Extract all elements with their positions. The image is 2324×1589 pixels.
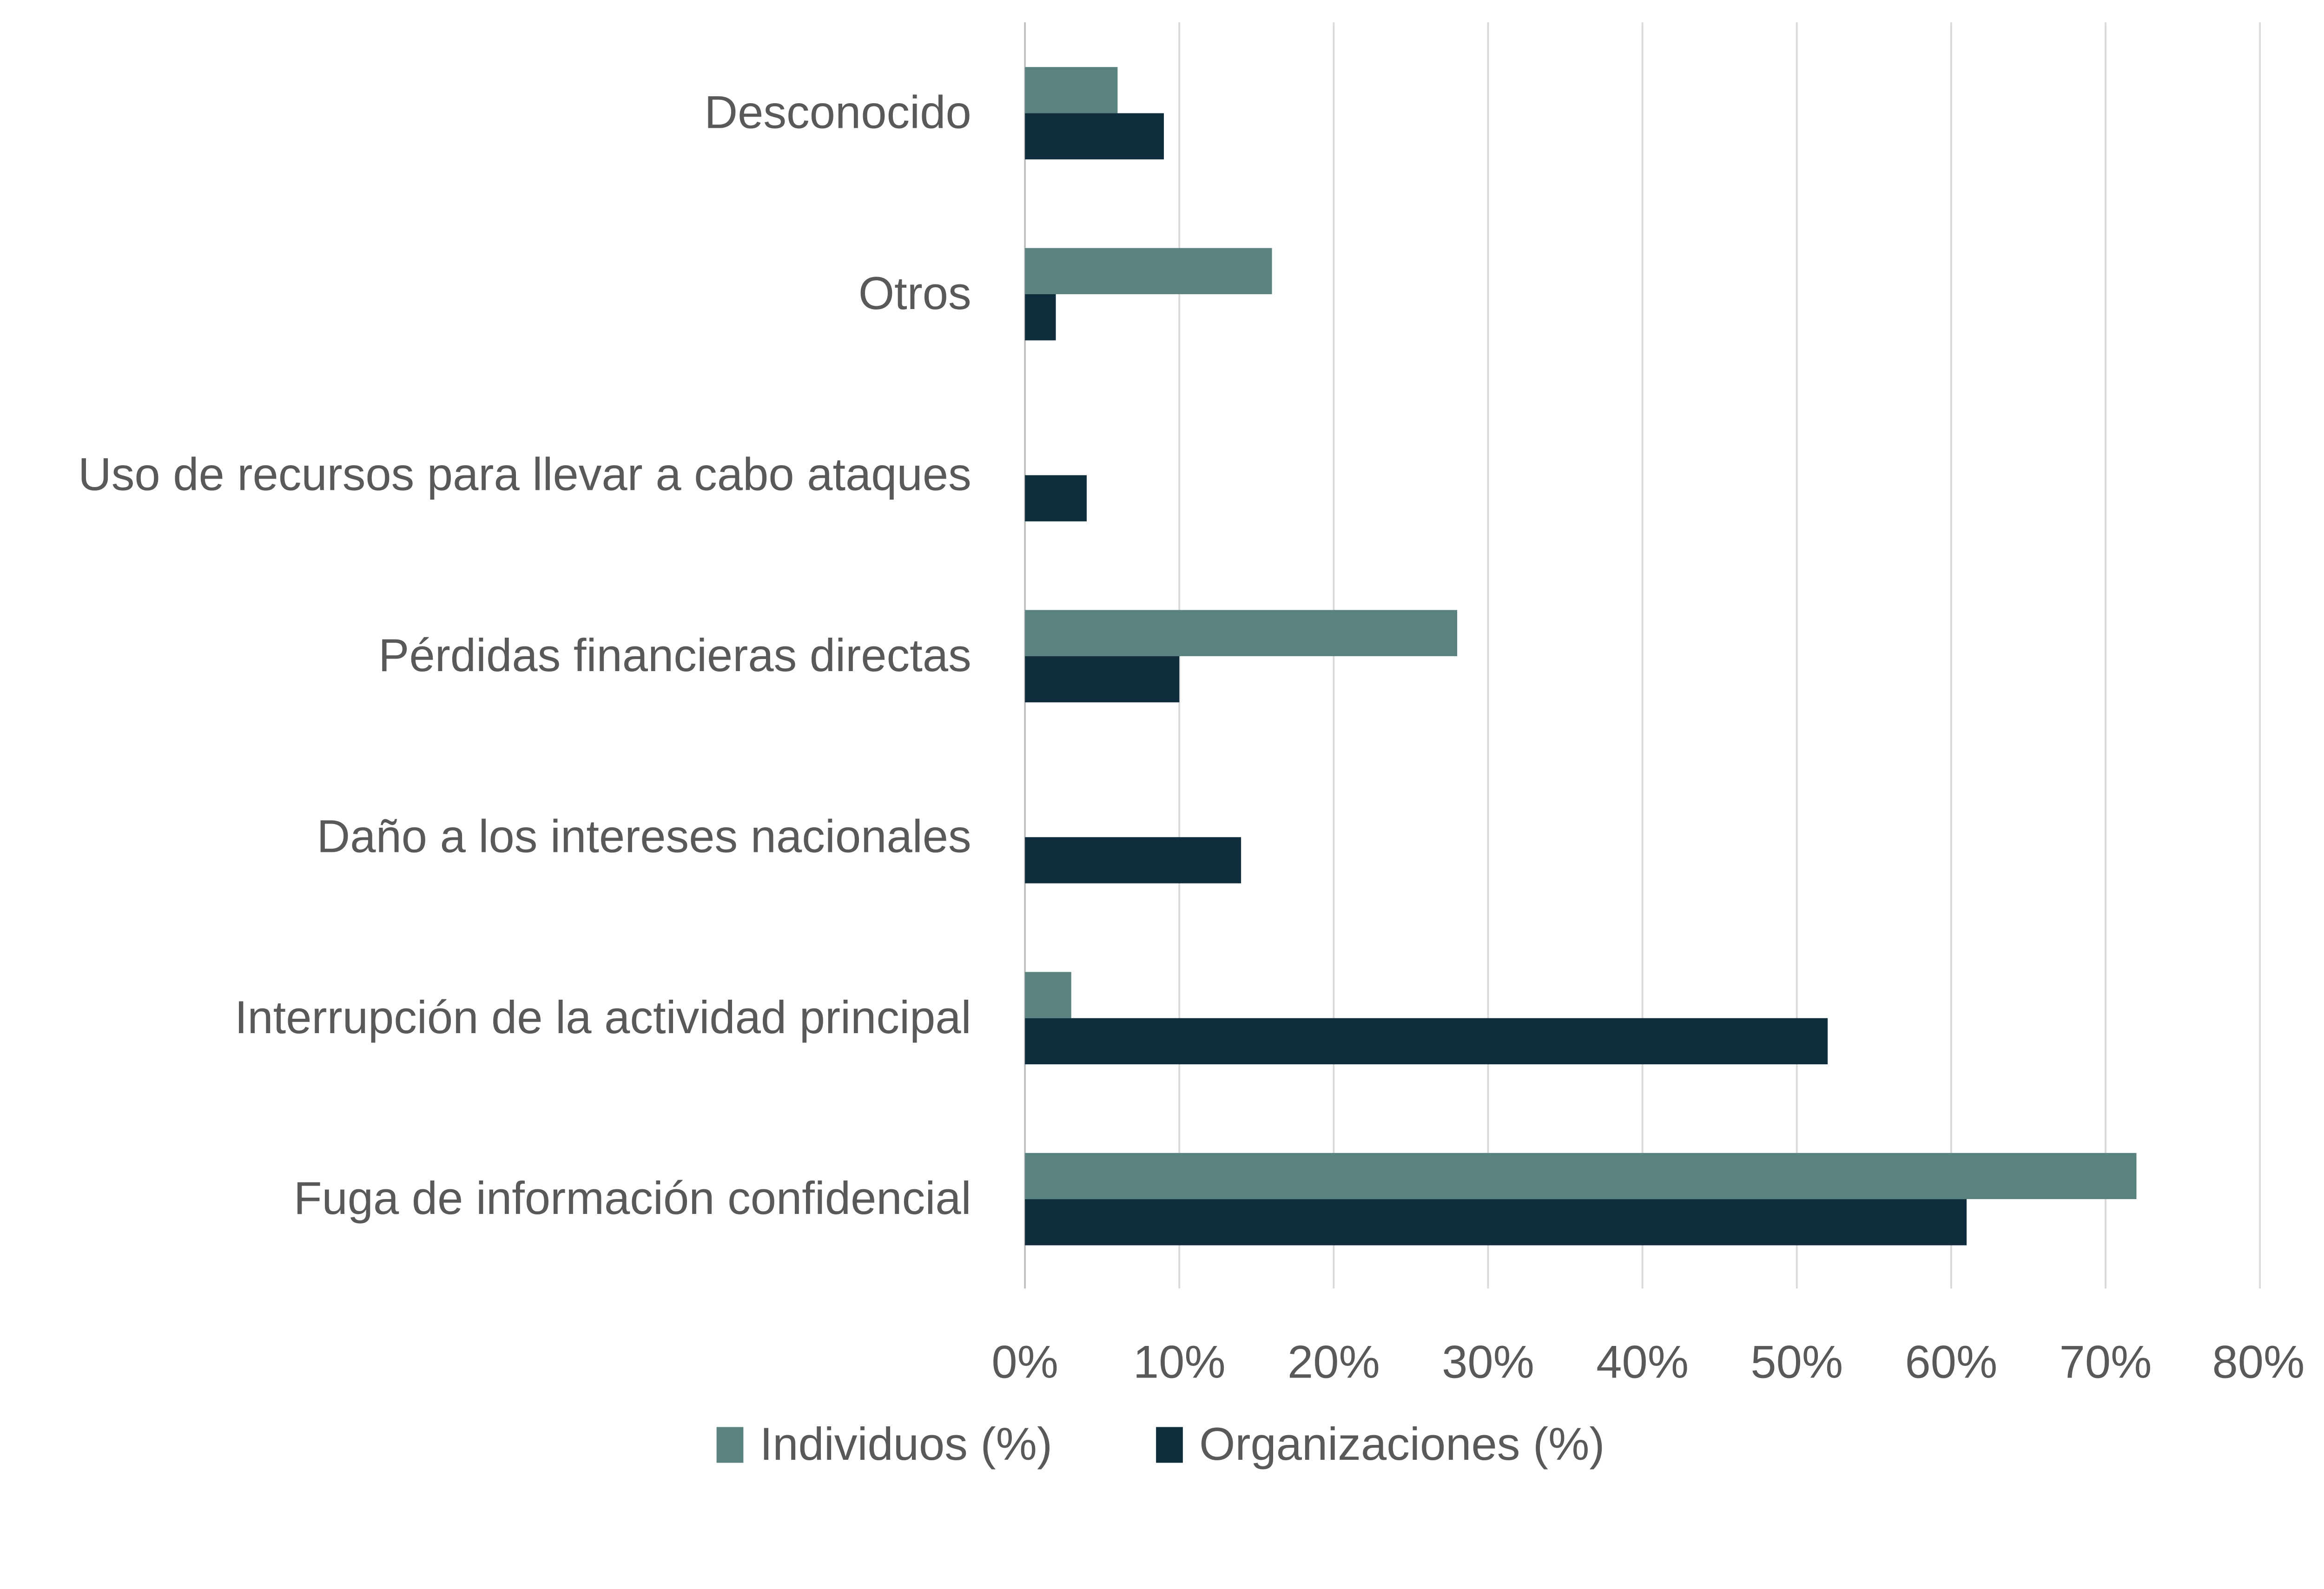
bar-organizaciones [1025,294,1056,341]
category-label: Uso de recursos para llevar a cabo ataqu… [78,448,971,500]
category-label: Interrupción de la actividad principal [235,992,971,1043]
bar-individuos [1025,248,1272,295]
bar-organizaciones [1025,113,1164,159]
category-label: Fuga de información confidencial [294,1173,971,1224]
x-tick-label: 0% [991,1337,1058,1388]
bar-individuos [1025,972,1071,1018]
x-tick-label: 40% [1596,1337,1689,1388]
category-label: Desconocido [704,87,971,138]
bar-organizaciones [1025,1199,1967,1246]
category-labels: Desconocido Otros Uso de recursos para lle… [78,87,971,1225]
legend: Individuos (%) Organizaciones (%) [716,1418,1605,1470]
x-tick-label: 50% [1750,1337,1843,1388]
category-label: Otros [858,268,971,319]
bar-organizaciones [1025,837,1241,884]
bar-individuos [1025,67,1118,113]
legend-swatch-individuos [716,1427,744,1463]
x-tick-label: 10% [1133,1337,1226,1388]
category-label: Daño a los intereses nacionales [317,811,971,862]
legend-label-organizaciones: Organizaciones (%) [1199,1418,1604,1470]
bar-individuos [1025,610,1458,656]
legend-label-individuos: Individuos (%) [760,1418,1052,1470]
legend-swatch-organizaciones [1156,1427,1183,1463]
bar-chart: Desconocido Otros Uso de recursos para lle… [78,22,2304,1470]
x-tick-label: 60% [1905,1337,1997,1388]
bars [1025,67,2137,1246]
bar-organizaciones [1025,475,1087,521]
bar-individuos [1025,1153,2137,1200]
x-tick-labels: 0% 10% 20% 30% 40% 50% 60% 70% 80% [991,1337,2304,1388]
x-tick-label: 70% [2060,1337,2152,1388]
bar-organizaciones [1025,656,1180,703]
x-tick-label: 20% [1287,1337,1380,1388]
gridlines [1024,22,2261,1289]
bar-organizaciones [1025,1018,1828,1065]
x-tick-label: 30% [1442,1337,1534,1388]
x-tick-label: 80% [2212,1337,2304,1388]
category-label: Pérdidas financieras directas [378,630,971,681]
